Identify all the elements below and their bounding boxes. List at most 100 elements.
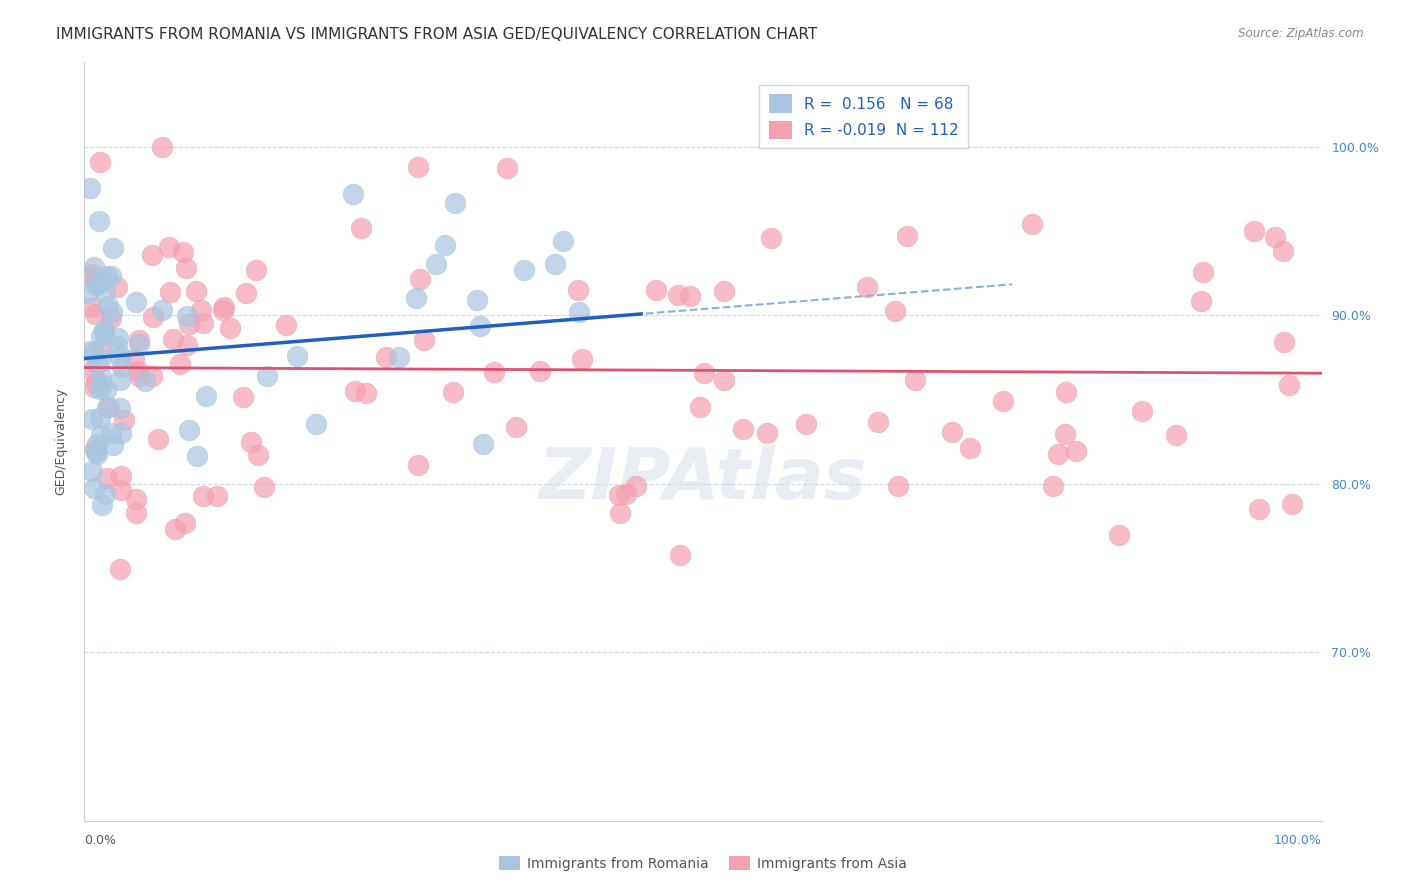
- Point: [467, 293, 489, 308]
- Point: [713, 284, 735, 298]
- Point: [141, 248, 163, 262]
- Point: [212, 301, 235, 315]
- Point: [408, 160, 430, 174]
- Point: [127, 364, 149, 378]
- Point: [83, 380, 105, 394]
- Point: [80, 412, 103, 426]
- Text: Source: ZipAtlas.com: Source: ZipAtlas.com: [1239, 27, 1364, 40]
- Point: [496, 161, 519, 175]
- Point: [77, 286, 100, 301]
- Point: [141, 369, 163, 384]
- Point: [1281, 497, 1303, 511]
- Point: [1064, 443, 1087, 458]
- Point: [128, 369, 150, 384]
- Point: [83, 481, 105, 495]
- Point: [205, 489, 228, 503]
- Point: [101, 305, 124, 319]
- Point: [468, 319, 491, 334]
- Point: [388, 350, 411, 364]
- Point: [100, 426, 122, 441]
- Point: [150, 139, 173, 153]
- Point: [83, 260, 105, 274]
- Point: [79, 344, 101, 359]
- Point: [162, 332, 184, 346]
- Point: [354, 386, 377, 401]
- Point: [441, 384, 464, 399]
- Point: [90, 427, 112, 442]
- Point: [128, 337, 150, 351]
- Point: [425, 257, 447, 271]
- Point: [80, 364, 103, 378]
- Point: [110, 425, 132, 440]
- Point: [276, 318, 298, 332]
- Point: [350, 221, 373, 235]
- Point: [1192, 265, 1215, 279]
- Point: [89, 410, 111, 425]
- Point: [87, 214, 110, 228]
- Point: [100, 269, 122, 284]
- Point: [567, 283, 589, 297]
- Point: [505, 419, 527, 434]
- Point: [80, 300, 103, 314]
- Point: [176, 309, 198, 323]
- Point: [1042, 479, 1064, 493]
- Point: [96, 269, 118, 284]
- Point: [218, 320, 240, 334]
- Point: [759, 231, 782, 245]
- Point: [887, 479, 910, 493]
- Point: [90, 329, 112, 343]
- Point: [94, 487, 117, 501]
- Point: [344, 384, 367, 398]
- Point: [82, 268, 104, 282]
- Point: [83, 344, 105, 359]
- Point: [146, 432, 169, 446]
- Point: [142, 310, 165, 324]
- Point: [84, 444, 107, 458]
- Point: [96, 401, 118, 415]
- Point: [101, 438, 124, 452]
- Point: [165, 523, 187, 537]
- Point: [125, 492, 148, 507]
- Point: [90, 377, 112, 392]
- Point: [693, 367, 716, 381]
- Point: [240, 434, 263, 449]
- Point: [1272, 334, 1295, 349]
- Point: [1278, 377, 1301, 392]
- Point: [90, 275, 112, 289]
- Point: [756, 425, 779, 440]
- Point: [169, 357, 191, 371]
- Point: [94, 383, 117, 397]
- Point: [89, 382, 111, 396]
- Point: [150, 302, 173, 317]
- Point: [108, 562, 131, 576]
- Point: [93, 322, 115, 336]
- Point: [444, 196, 467, 211]
- Point: [186, 449, 208, 463]
- Point: [256, 369, 278, 384]
- Point: [86, 447, 108, 461]
- Point: [645, 284, 668, 298]
- Point: [101, 241, 124, 255]
- Point: [128, 333, 150, 347]
- Point: [235, 286, 257, 301]
- Point: [86, 437, 108, 451]
- Point: [89, 155, 111, 169]
- Point: [191, 489, 214, 503]
- Point: [607, 488, 630, 502]
- Point: [184, 284, 207, 298]
- Point: [79, 181, 101, 195]
- Point: [408, 458, 430, 472]
- Point: [866, 416, 889, 430]
- Point: [666, 288, 689, 302]
- Point: [568, 305, 591, 319]
- Point: [93, 285, 115, 299]
- Point: [856, 280, 879, 294]
- Point: [179, 317, 201, 331]
- Point: [482, 365, 505, 379]
- Point: [193, 316, 215, 330]
- Point: [796, 417, 818, 431]
- Point: [84, 376, 107, 390]
- Point: [616, 486, 638, 500]
- Point: [105, 280, 128, 294]
- Point: [86, 357, 108, 371]
